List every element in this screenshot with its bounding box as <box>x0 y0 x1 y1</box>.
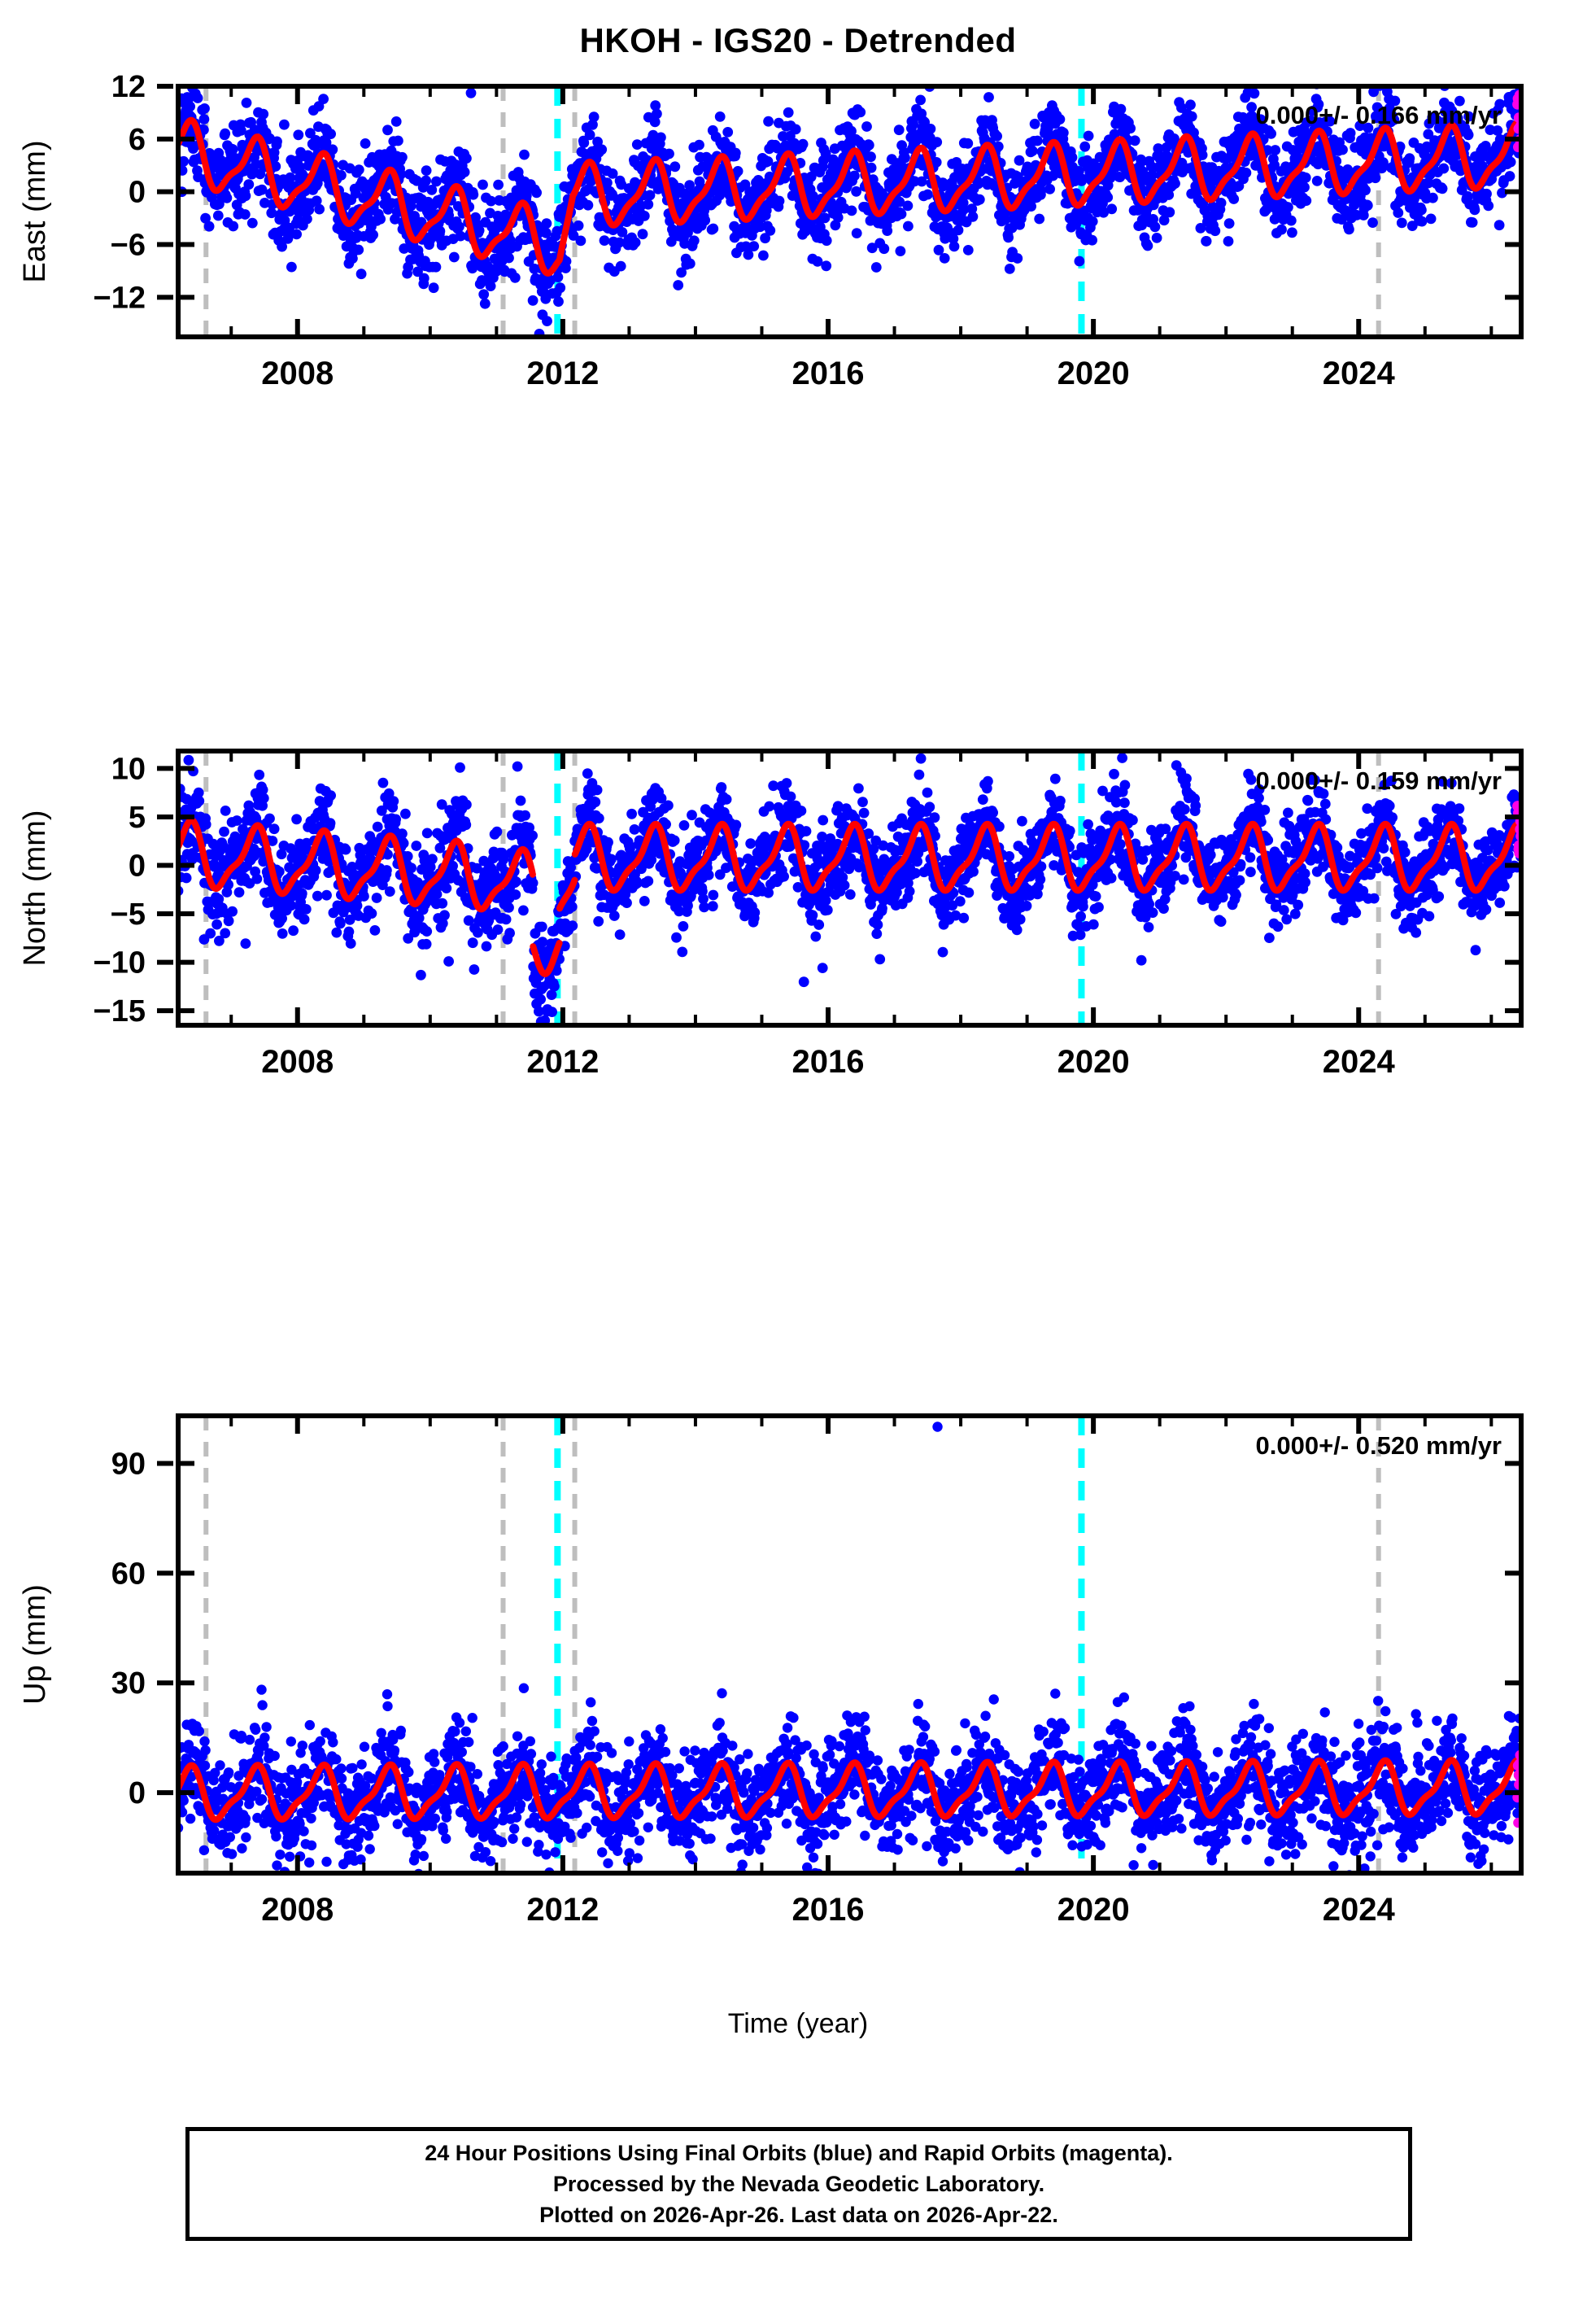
y-tick-label: −12 <box>94 281 146 315</box>
caption-line-3: Plotted on 2026-Apr-26. Last data on 202… <box>539 2203 1058 2228</box>
y-axis: 90 60 30 0 <box>111 1447 1521 1810</box>
y-tick-label: 12 <box>111 70 146 104</box>
x-tick-label: 2012 <box>526 356 599 391</box>
y-tick-label: 30 <box>111 1666 146 1701</box>
rate-annotation: 0.000+/- 0.520 mm/yr <box>1256 1431 1502 1460</box>
data-points <box>178 1422 1521 1873</box>
y-tick-label: 90 <box>111 1447 146 1481</box>
x-tick-label: 2008 <box>261 1892 334 1928</box>
y-tick-label: 5 <box>129 801 146 835</box>
x-axis: 2008 2012 2016 2020 2024 <box>229 751 1494 1080</box>
data-points <box>178 753 1521 1025</box>
model-curve <box>178 1756 1521 1823</box>
x-tick-label: 2024 <box>1323 1044 1396 1080</box>
x-tick-label: 2016 <box>792 1044 865 1080</box>
y-axis-title: North (mm) <box>18 810 52 966</box>
x-axis: 2008 2012 2016 2020 2024 <box>229 1416 1494 1928</box>
model-curve <box>178 116 1521 277</box>
y-tick-label: −10 <box>94 946 146 980</box>
caption-line-1: 24 Hour Positions Using Final Orbits (bl… <box>425 2140 1173 2165</box>
caption-box: 24 Hour Positions Using Final Orbits (bl… <box>185 2127 1412 2241</box>
x-tick-label: 2012 <box>526 1044 599 1080</box>
plot-frame <box>176 749 1524 1028</box>
y-tick-label: 6 <box>129 123 146 157</box>
plot-frame <box>176 84 1524 339</box>
y-tick-label: −15 <box>94 994 146 1029</box>
y-axis: 12 6 0 −6 −12 <box>94 70 1521 315</box>
x-axis: 2008 2012 2016 2020 2024 <box>229 86 1494 391</box>
x-tick-label: 2024 <box>1323 1892 1396 1928</box>
x-tick-label: 2008 <box>261 1044 334 1080</box>
caption-line-2: Processed by the Nevada Geodetic Laborat… <box>552 2171 1045 2196</box>
model-curve <box>178 817 1521 977</box>
x-tick-label: 2012 <box>526 1892 599 1928</box>
y-tick-label: 0 <box>129 849 146 884</box>
y-axis-title: Up (mm) <box>18 1584 52 1705</box>
y-tick-label: 0 <box>129 176 146 210</box>
y-axis-title: East (mm) <box>18 140 52 282</box>
y-tick-label: −5 <box>111 898 146 932</box>
y-tick-label: 10 <box>111 752 146 786</box>
rate-annotation: 0.000+/- 0.159 mm/yr <box>1256 766 1502 795</box>
x-tick-label: 2016 <box>792 356 865 391</box>
x-tick-label: 2008 <box>261 356 334 391</box>
plot-frame <box>176 1413 1524 1876</box>
xaxis-title: Time (year) <box>727 2008 869 2039</box>
y-tick-label: −6 <box>111 229 146 263</box>
x-tick-label: 2020 <box>1057 356 1130 391</box>
y-axis: 10 5 0 −5 −10 −15 <box>94 752 1521 1029</box>
x-tick-label: 2024 <box>1323 356 1396 391</box>
y-tick-label: 0 <box>129 1776 146 1810</box>
x-tick-label: 2020 <box>1057 1044 1130 1080</box>
x-tick-label: 2020 <box>1057 1892 1130 1928</box>
page-title: HKOH - IGS20 - Detrended <box>579 21 1017 59</box>
rate-annotation: 0.000+/- 0.166 mm/yr <box>1256 101 1502 129</box>
y-tick-label: 60 <box>111 1557 146 1591</box>
x-tick-label: 2016 <box>792 1892 865 1928</box>
